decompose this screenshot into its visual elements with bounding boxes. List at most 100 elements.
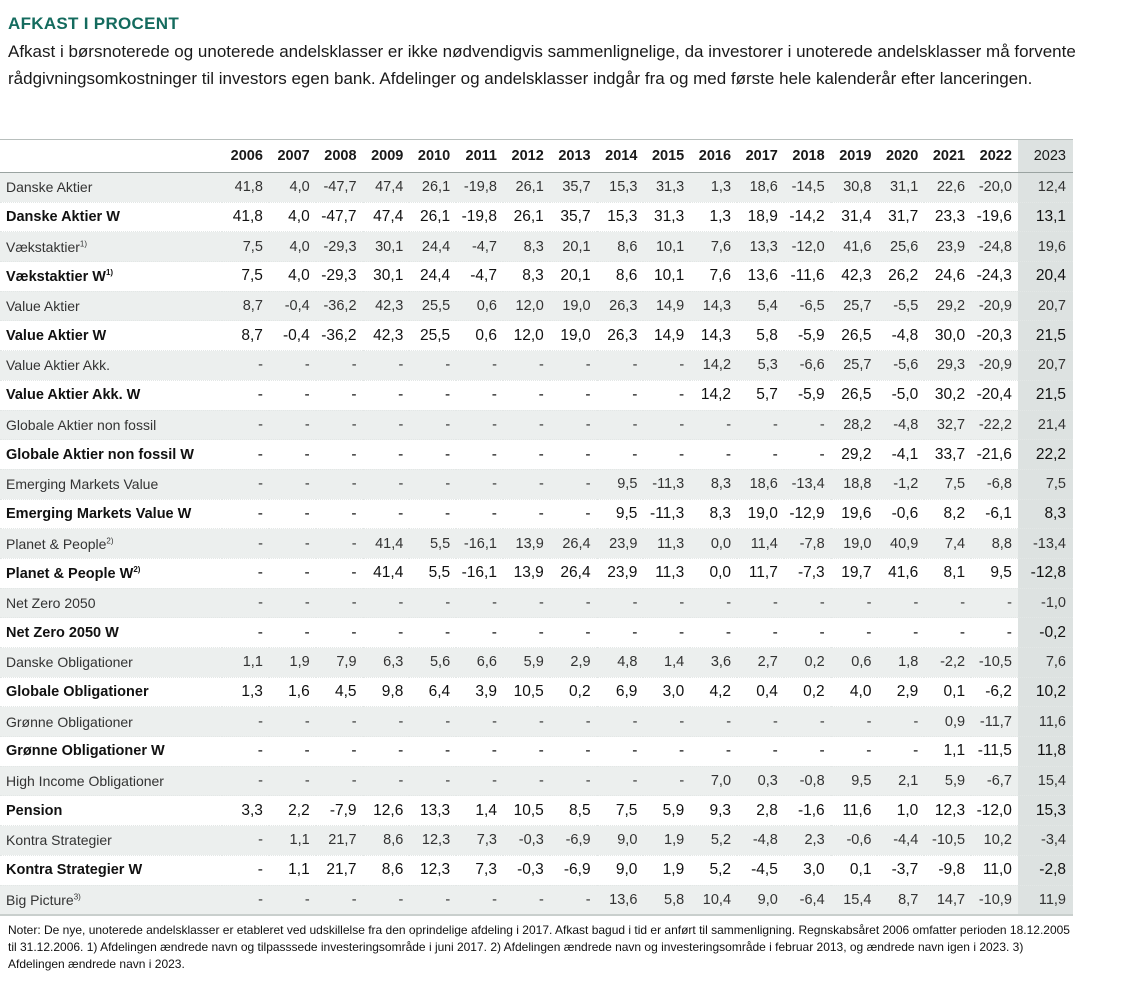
- return-cell: -7,3: [783, 558, 831, 589]
- return-cell: -: [268, 588, 316, 619]
- return-cell: -: [783, 588, 831, 619]
- return-cell: -: [315, 469, 363, 500]
- return-cell: -13,4: [783, 469, 831, 500]
- fund-name: Value Aktier Akk.: [6, 357, 111, 374]
- fund-name: Net Zero 2050 W: [6, 624, 119, 641]
- return-cell: 8,6: [362, 855, 410, 886]
- return-cell: -: [268, 380, 316, 411]
- return-cell: -: [502, 439, 550, 470]
- return-cell: -: [830, 588, 878, 619]
- return-cell: -: [222, 350, 269, 381]
- return-cell: 22,6: [924, 172, 972, 203]
- row-label: Danske Obligationer: [0, 647, 223, 678]
- return-cell: -: [222, 885, 269, 916]
- row-label: Pension: [0, 795, 223, 827]
- table-row: Net Zero 2050- - - - - - - - - - - - - - - - - -1,0: [0, 588, 1073, 619]
- return-cell: -: [362, 380, 410, 411]
- return-cell: -4,7: [456, 231, 503, 263]
- return-cell: 4,0: [268, 172, 316, 203]
- return-cell: -: [877, 588, 925, 619]
- return-cell: -: [690, 736, 738, 767]
- return-cell: 10,4: [690, 885, 738, 916]
- return-cell: -: [549, 736, 597, 767]
- return-cell: 11,3: [643, 558, 691, 589]
- return-cell: 9,0: [596, 825, 644, 856]
- return-cell: 26,1: [409, 172, 457, 203]
- return-cell: -3,4: [1017, 825, 1073, 856]
- return-cell: -: [877, 736, 925, 767]
- return-cell: -: [830, 706, 878, 738]
- return-cell: 22,2: [1017, 439, 1073, 470]
- return-cell: -47,7: [315, 202, 363, 233]
- return-cell: -: [268, 885, 316, 916]
- return-cell: 26,5: [830, 380, 878, 411]
- return-cell: -9,8: [924, 855, 972, 886]
- fund-name: Danske Aktier: [6, 179, 93, 196]
- return-cell: -5,5: [877, 291, 925, 322]
- return-cell: -: [268, 706, 316, 738]
- return-cell: -: [456, 499, 503, 530]
- footnote-ref: 3): [73, 892, 81, 902]
- return-cell: 0,3: [737, 766, 784, 797]
- return-cell: 8,3: [690, 469, 738, 500]
- row-label: Vækstaktier W1): [0, 261, 223, 292]
- return-cell: 4,0: [830, 677, 878, 708]
- return-cell: -: [690, 617, 738, 648]
- return-cell: 9,5: [830, 766, 878, 797]
- return-cell: -6,5: [783, 291, 831, 322]
- return-cell: -: [596, 410, 644, 441]
- year-header: 2022: [971, 139, 1018, 173]
- return-cell: 0,6: [456, 291, 503, 322]
- return-cell: -: [737, 706, 784, 738]
- return-cell: -3,7: [877, 855, 925, 886]
- return-cell: 32,7: [924, 410, 972, 441]
- return-cell: 18,9: [737, 202, 784, 233]
- return-cell: -20,0: [971, 172, 1018, 203]
- return-cell: 29,2: [924, 291, 972, 322]
- return-cell: 9,8: [362, 677, 410, 708]
- return-cell: -: [549, 410, 597, 441]
- returns-table: 2006 2007 2008 2009 2010 2011 2012 2013 2014 2015…: [0, 139, 1073, 917]
- return-cell: -11,5: [971, 736, 1018, 767]
- return-cell: -4,4: [877, 825, 925, 856]
- return-cell: -: [268, 766, 316, 797]
- fund-name: Big Picture: [6, 891, 74, 908]
- return-cell: -6,6: [783, 350, 831, 381]
- return-cell: -: [362, 706, 410, 738]
- return-cell: 7,4: [924, 528, 972, 559]
- return-cell: -: [502, 380, 550, 411]
- return-cell: -12,0: [783, 231, 831, 263]
- return-cell: 8,1: [924, 558, 972, 589]
- return-cell: 12,3: [409, 855, 457, 886]
- return-cell: 15,4: [830, 885, 878, 916]
- return-cell: 41,4: [362, 528, 410, 559]
- return-cell: 13,9: [502, 528, 550, 559]
- return-cell: 12,6: [362, 795, 410, 827]
- return-cell: -: [596, 350, 644, 381]
- return-cell: 26,3: [596, 320, 644, 352]
- row-label: Danske Aktier: [0, 172, 223, 203]
- return-cell: 41,6: [877, 558, 925, 589]
- return-cell: -: [222, 410, 269, 441]
- return-cell: -: [315, 380, 363, 411]
- return-cell: -19,8: [456, 202, 503, 233]
- fund-name: Value Aktier Akk. W: [6, 387, 141, 404]
- table-row: Emerging Markets Value - - - - - - - -9,5 -11,3 8,…: [0, 469, 1073, 500]
- fund-name: Kontra Strategier W: [6, 862, 143, 879]
- return-cell: 18,8: [830, 469, 878, 500]
- return-cell: 13,3: [409, 795, 457, 827]
- return-cell: 8,6: [596, 261, 644, 292]
- return-cell: 5,7: [737, 380, 784, 411]
- return-cell: -24,3: [971, 261, 1018, 292]
- return-cell: -: [409, 380, 457, 411]
- return-cell: 2,1: [877, 766, 925, 797]
- return-cell: 12,4: [1017, 172, 1073, 203]
- return-cell: -: [502, 706, 550, 738]
- return-cell: -6,1: [971, 499, 1018, 530]
- return-cell: 14,3: [690, 291, 738, 322]
- return-cell: -11,3: [643, 499, 691, 530]
- return-cell: 26,4: [549, 558, 597, 589]
- return-cell: 7,0: [690, 766, 738, 797]
- row-label: Planet & People2): [0, 528, 223, 559]
- return-cell: -: [737, 588, 784, 619]
